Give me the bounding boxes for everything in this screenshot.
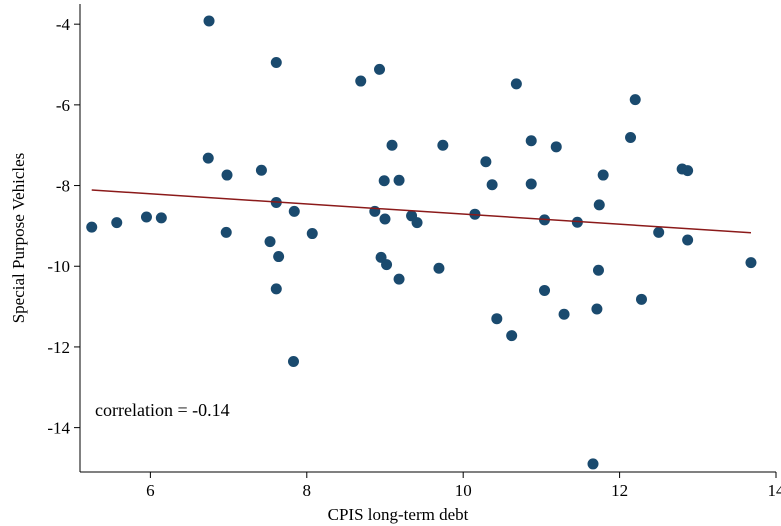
data-point — [273, 251, 285, 263]
data-point — [539, 284, 551, 296]
data-point — [525, 135, 537, 147]
y-axis-label: Special Purpose Vehicles — [9, 153, 28, 324]
data-point — [682, 234, 694, 246]
data-point — [491, 313, 503, 325]
data-point — [155, 212, 167, 224]
data-point — [381, 259, 393, 271]
data-point — [306, 228, 318, 240]
data-point — [558, 308, 570, 320]
data-point — [433, 262, 445, 274]
x-axis-label: CPIS long-term debt — [328, 505, 469, 524]
data-point — [480, 156, 492, 168]
fit-line-layer — [91, 189, 752, 234]
data-point — [486, 179, 498, 191]
data-point — [393, 273, 405, 285]
y-tick-label: -12 — [47, 338, 70, 357]
data-point — [386, 139, 398, 151]
data-point — [288, 205, 300, 217]
data-point — [140, 211, 152, 223]
data-point — [571, 216, 583, 228]
data-point — [220, 226, 232, 238]
data-point — [635, 293, 647, 305]
data-point — [264, 236, 276, 248]
data-point — [270, 283, 282, 295]
data-point — [593, 199, 605, 211]
data-point — [591, 303, 603, 315]
data-point — [506, 330, 518, 342]
data-point — [745, 257, 757, 269]
data-point — [550, 141, 562, 153]
data-point — [355, 75, 367, 87]
data-point — [202, 152, 214, 164]
data-point — [592, 264, 604, 276]
x-tick-label: 14 — [768, 481, 781, 500]
y-tick-label: -10 — [47, 257, 70, 276]
y-tick-label: -4 — [56, 15, 71, 34]
data-point — [682, 165, 694, 177]
data-point — [86, 221, 98, 233]
data-point — [287, 355, 299, 367]
x-tick-label: 10 — [455, 481, 472, 500]
data-point — [378, 175, 390, 187]
data-point — [411, 217, 423, 229]
data-point — [393, 174, 405, 186]
data-points — [86, 15, 757, 470]
data-point — [221, 169, 233, 181]
data-point — [270, 57, 282, 68]
x-ticks: 6 8 10 12 14 — [146, 472, 781, 500]
y-tick-label: -8 — [56, 177, 70, 196]
data-point — [255, 164, 267, 176]
x-tick-label: 6 — [146, 481, 155, 500]
data-point — [203, 15, 215, 27]
data-point — [587, 458, 599, 470]
data-point — [379, 213, 391, 225]
correlation-annotation: correlation = -0.14 — [95, 400, 230, 420]
data-point — [510, 78, 522, 90]
data-point — [629, 94, 641, 106]
y-tick-label: -14 — [47, 419, 70, 438]
data-point — [525, 178, 537, 190]
data-point — [111, 217, 123, 229]
y-tick-label: -6 — [56, 96, 70, 115]
fit-line — [91, 189, 752, 234]
data-point — [597, 169, 609, 181]
x-tick-label: 12 — [611, 481, 628, 500]
data-point — [653, 226, 665, 238]
data-point — [437, 139, 449, 151]
data-point — [625, 132, 637, 144]
y-ticks: -4 -6 -8 -10 -12 -14 — [47, 15, 80, 438]
data-point — [374, 63, 386, 75]
x-tick-label: 8 — [303, 481, 312, 500]
axes — [79, 4, 776, 473]
